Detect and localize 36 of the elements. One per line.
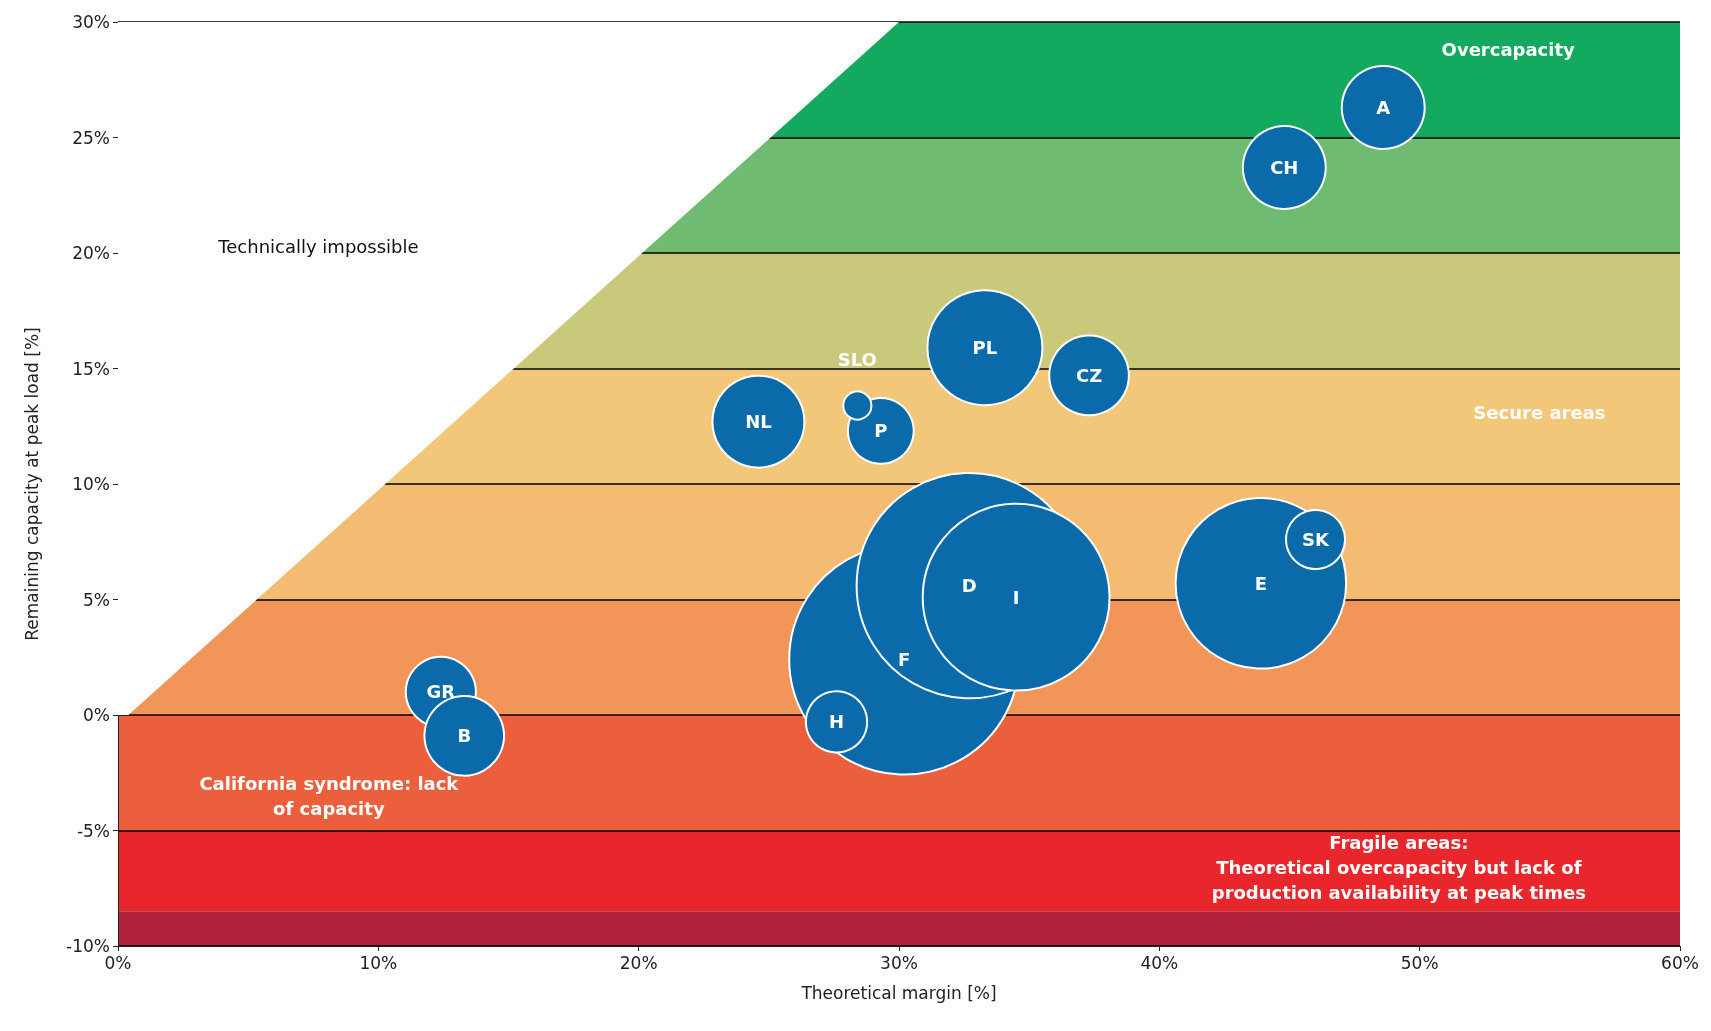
series-label: B <box>457 725 472 747</box>
x-tick-label: 40% <box>1140 952 1179 973</box>
series-label: D <box>961 575 977 597</box>
x-tick-label: 10% <box>359 952 398 973</box>
y-tick-label: -5% <box>76 820 110 841</box>
series-label: I <box>1012 586 1020 608</box>
x-tick-label: 60% <box>1661 952 1699 973</box>
y-tick-label: 25% <box>72 127 110 148</box>
x-axis-title: Theoretical margin [%] <box>800 982 997 1003</box>
y-tick-label: 5% <box>83 589 110 610</box>
annotation: Technically impossible <box>217 235 419 257</box>
annotation: Fragile areas: Theoretical overcapacity but lack of production availability at peak times <box>1211 831 1586 903</box>
series-label: PL <box>972 337 998 359</box>
y-tick-label: 0% <box>83 705 110 725</box>
series-label: A <box>1376 96 1391 118</box>
series-label: P <box>874 420 888 442</box>
series-label: H <box>828 711 845 733</box>
annotation: California syndrome: lack of capacity <box>199 772 460 819</box>
y-tick-label: 10% <box>72 474 110 494</box>
x-tick-label: 30% <box>880 952 918 973</box>
series-label: NL <box>745 411 772 433</box>
x-tick-label: 50% <box>1400 952 1439 973</box>
series-label: E <box>1254 572 1268 594</box>
series-label: CH <box>1270 157 1299 179</box>
series-label: SK <box>1302 528 1331 550</box>
series-label: SLO <box>837 348 877 370</box>
series-label: CZ <box>1075 364 1103 386</box>
y-axis-title: Remaining capacity at peak load [%] <box>21 327 42 641</box>
y-tick-label: 15% <box>72 358 110 379</box>
annotation: Secure areas <box>1473 401 1606 423</box>
y-tick-label: 30% <box>72 12 110 32</box>
y-tick-label: 20% <box>72 243 110 263</box>
x-tick-label: 20% <box>619 952 658 973</box>
annotation: Overcapacity <box>1441 39 1576 61</box>
series-label: F <box>898 649 911 671</box>
series-label: GR <box>426 681 456 703</box>
